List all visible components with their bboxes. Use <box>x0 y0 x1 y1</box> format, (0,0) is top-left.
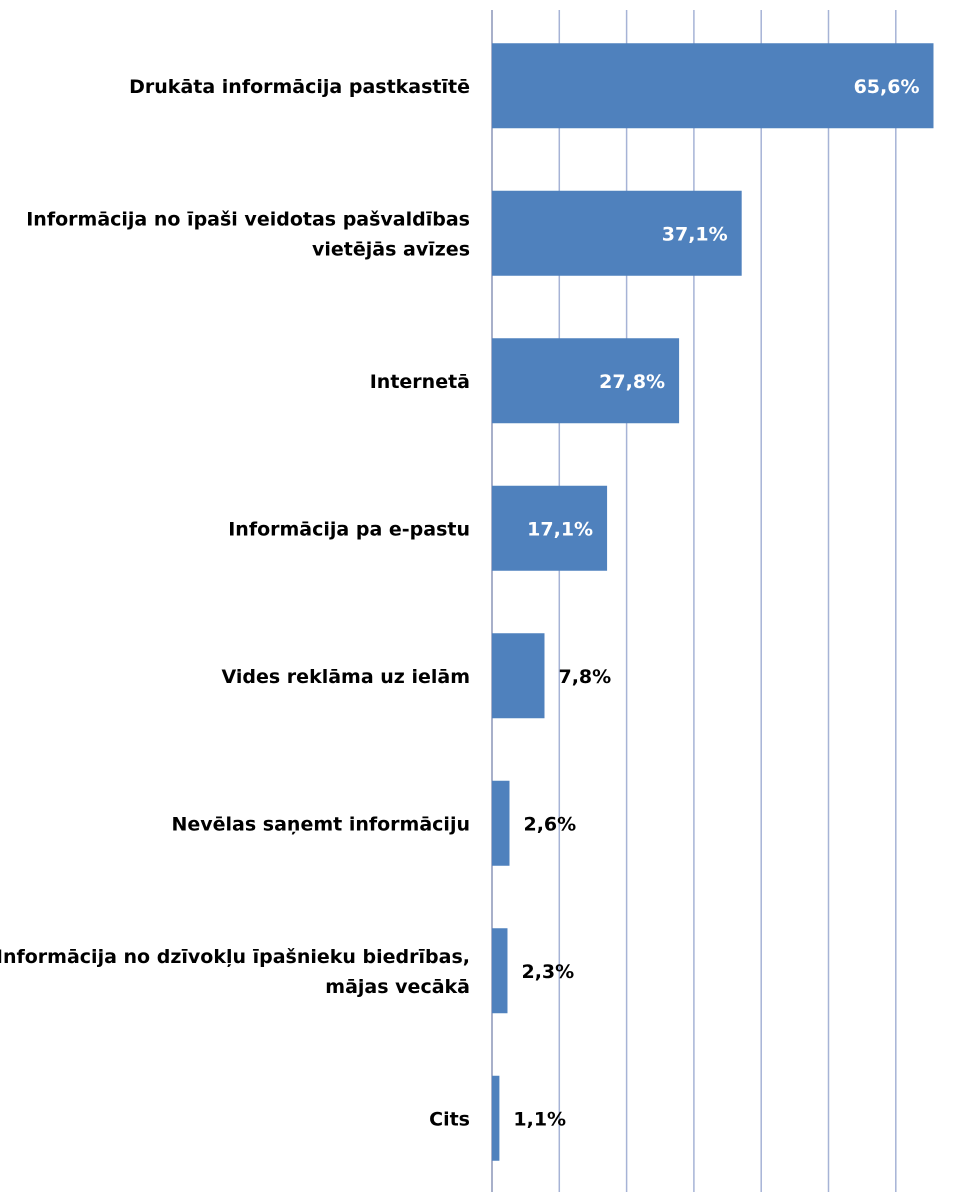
grid-lines <box>491 10 897 1192</box>
value-label: 1,1% <box>513 1108 566 1130</box>
value-label: 65,6% <box>854 76 920 98</box>
category-label: Informācija pa e-pastu <box>228 518 470 540</box>
category-label-line: Vides reklāma uz ielām <box>222 666 470 688</box>
category-label-line: Informācija no dzīvokļu īpašnieku biedrī… <box>0 946 470 968</box>
category-label: Nevēlas saņemt informāciju <box>171 813 470 835</box>
bar <box>492 43 934 129</box>
bars <box>492 43 934 1161</box>
category-label-line: mājas vecākā <box>325 976 470 998</box>
category-label: Informācija no īpaši veidotas pašvaldība… <box>26 208 470 260</box>
category-label: Drukāta informācija pastkastītē <box>129 76 470 98</box>
value-labels: 65,6% 37,1% 27,8% 17,1% 7,8% 2,6% 2,3% 1,1% <box>513 76 919 1131</box>
category-labels: Drukāta informācija pastkastītē Informāci… <box>0 76 470 1131</box>
category-label: Vides reklāma uz ielām <box>222 666 470 688</box>
category-label: Cits <box>429 1108 470 1130</box>
category-label-line: Internetā <box>370 371 470 393</box>
value-label: 7,8% <box>558 666 611 688</box>
bar <box>492 633 545 719</box>
bar <box>492 928 508 1014</box>
category-label-line: vietējās avīzes <box>312 238 470 260</box>
value-label: 2,3% <box>521 961 574 983</box>
value-label: 2,6% <box>523 813 576 835</box>
bar <box>492 338 680 424</box>
value-label: 27,8% <box>599 371 665 393</box>
category-label-line: Nevēlas saņemt informāciju <box>171 813 470 835</box>
bar <box>492 780 510 866</box>
value-label: 37,1% <box>662 223 728 245</box>
category-label: Internetā <box>370 371 470 393</box>
category-label-line: Cits <box>429 1108 470 1130</box>
bar <box>492 190 742 276</box>
bar <box>492 485 608 571</box>
bar <box>492 1075 500 1161</box>
category-label-line: Informācija pa e-pastu <box>228 518 470 540</box>
value-label: 17,1% <box>527 518 593 540</box>
category-label-line: Informācija no īpaši veidotas pašvaldība… <box>26 208 470 230</box>
category-label-line: Drukāta informācija pastkastītē <box>129 76 470 98</box>
category-label: Informācija no dzīvokļu īpašnieku biedrī… <box>0 946 470 998</box>
